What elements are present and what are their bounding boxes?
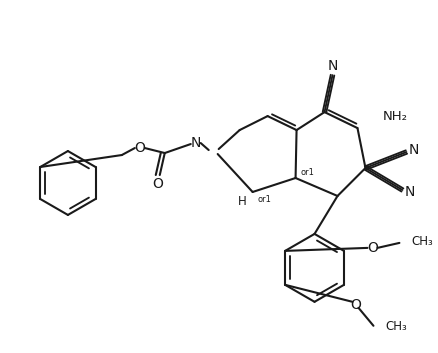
Text: N: N [408,143,419,157]
Text: N: N [327,59,338,73]
Text: N: N [404,185,415,199]
Text: N: N [191,136,201,150]
Text: or1: or1 [300,168,314,176]
Text: or1: or1 [258,196,272,204]
Text: CH₃: CH₃ [385,320,407,333]
Text: O: O [134,141,145,155]
Text: CH₃: CH₃ [411,235,433,249]
Text: O: O [152,177,163,191]
Text: O: O [350,298,361,312]
Text: NH₂: NH₂ [382,109,407,122]
Text: H: H [238,196,247,209]
Text: O: O [367,241,378,255]
